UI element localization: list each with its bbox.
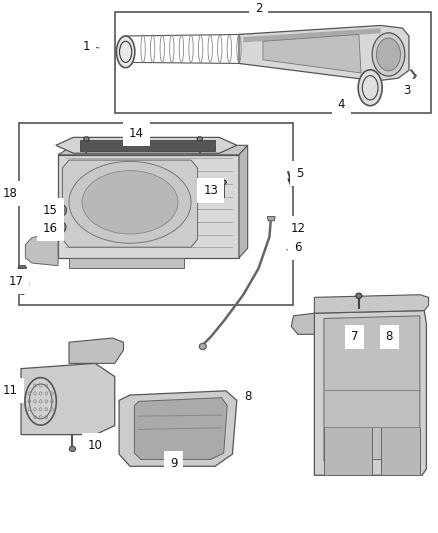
Ellipse shape [84, 137, 89, 141]
Ellipse shape [221, 180, 226, 184]
Text: 8: 8 [244, 390, 251, 402]
Polygon shape [18, 265, 27, 268]
Polygon shape [263, 35, 361, 73]
Ellipse shape [377, 38, 400, 71]
Text: 4: 4 [338, 98, 348, 111]
Text: 18: 18 [3, 187, 18, 200]
Text: 2: 2 [255, 2, 262, 14]
Text: 17: 17 [8, 275, 23, 288]
Polygon shape [239, 146, 248, 258]
Polygon shape [80, 140, 215, 151]
Ellipse shape [25, 377, 57, 425]
Ellipse shape [57, 222, 66, 232]
Ellipse shape [60, 225, 64, 230]
Bar [115, 12, 431, 112]
Polygon shape [134, 398, 227, 459]
Ellipse shape [197, 137, 202, 141]
Text: 14: 14 [129, 127, 145, 140]
Ellipse shape [82, 171, 178, 234]
Ellipse shape [356, 293, 362, 298]
Text: 11: 11 [3, 384, 21, 397]
Text: 7: 7 [351, 329, 358, 343]
Text: 9: 9 [170, 457, 179, 470]
Text: 1: 1 [83, 40, 99, 53]
Polygon shape [244, 28, 381, 42]
Text: 6: 6 [287, 241, 302, 254]
Ellipse shape [69, 446, 75, 451]
Text: 5: 5 [293, 167, 304, 180]
Text: 8: 8 [386, 330, 393, 343]
Polygon shape [314, 295, 429, 313]
Polygon shape [25, 231, 58, 265]
Ellipse shape [57, 205, 66, 216]
Ellipse shape [199, 343, 206, 350]
Polygon shape [69, 258, 184, 268]
Polygon shape [381, 427, 420, 475]
Polygon shape [69, 338, 124, 364]
Ellipse shape [69, 161, 191, 243]
Text: 12: 12 [289, 222, 305, 235]
Ellipse shape [20, 280, 25, 288]
Text: 15: 15 [43, 204, 59, 217]
Ellipse shape [60, 207, 64, 213]
Polygon shape [267, 216, 275, 221]
Polygon shape [324, 316, 420, 461]
Text: 3: 3 [403, 84, 410, 98]
Polygon shape [58, 155, 239, 258]
Polygon shape [324, 427, 372, 475]
Polygon shape [14, 182, 20, 184]
Polygon shape [63, 160, 198, 247]
Text: 13: 13 [202, 184, 218, 197]
Ellipse shape [372, 33, 405, 76]
Text: 16: 16 [43, 222, 59, 235]
Polygon shape [58, 146, 248, 155]
Polygon shape [314, 311, 427, 475]
Polygon shape [21, 364, 115, 434]
Polygon shape [119, 391, 237, 466]
Polygon shape [239, 26, 409, 81]
Bar [19, 123, 293, 305]
Ellipse shape [14, 196, 19, 200]
Ellipse shape [16, 274, 28, 294]
Polygon shape [56, 138, 237, 153]
Ellipse shape [117, 36, 135, 68]
Ellipse shape [358, 70, 382, 106]
Text: 10: 10 [88, 439, 102, 451]
Polygon shape [291, 313, 314, 334]
